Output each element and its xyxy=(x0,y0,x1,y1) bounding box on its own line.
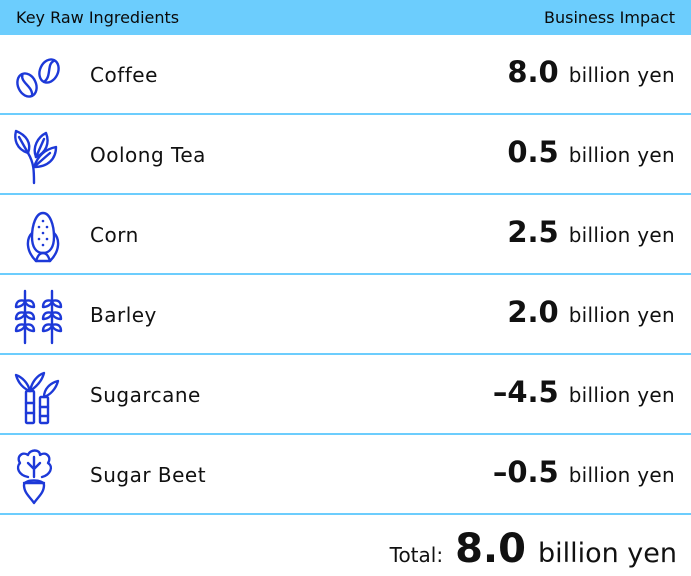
ingredient-name: Sugar Beet xyxy=(90,463,207,487)
table-row-sugar-beet: Sugar Beet –0.5 billion yen xyxy=(0,435,691,515)
table-row-corn: Corn 2.5 billion yen xyxy=(0,195,691,275)
ingredient-name: Oolong Tea xyxy=(90,143,206,167)
impact-value-group: 0.5 billion yen xyxy=(507,135,675,169)
impact-value-group: –0.5 billion yen xyxy=(493,455,675,489)
impact-value: 2.0 xyxy=(507,295,559,329)
table-row-sugarcane: Sugarcane –4.5 billion yen xyxy=(0,355,691,435)
barley-icon xyxy=(10,287,68,345)
tea-leaves-icon xyxy=(10,127,68,185)
impact-value-group: 2.0 billion yen xyxy=(507,295,675,329)
impact-value: –4.5 xyxy=(492,375,559,409)
total-label: Total: xyxy=(389,543,444,567)
header-ingredients-label: Key Raw Ingredients xyxy=(16,8,180,27)
impact-value: 0.5 xyxy=(507,135,559,169)
impact-unit: billion yen xyxy=(568,383,675,407)
sugar-beet-icon xyxy=(10,447,68,505)
table-row-oolong-tea: Oolong Tea 0.5 billion yen xyxy=(0,115,691,195)
header-impact-label: Business Impact xyxy=(544,8,675,27)
ingredient-name: Sugarcane xyxy=(90,383,201,407)
ingredient-name: Barley xyxy=(90,303,157,327)
table-row-coffee: Coffee 8.0 billion yen xyxy=(0,35,691,115)
total-value: 8.0 xyxy=(455,526,526,572)
corn-icon xyxy=(10,207,68,265)
impact-value: –0.5 xyxy=(492,455,559,489)
ingredient-name: Corn xyxy=(90,223,139,247)
table-header: Key Raw Ingredients Business Impact xyxy=(0,0,691,35)
coffee-beans-icon xyxy=(10,47,68,105)
impact-value-group: 8.0 billion yen xyxy=(507,55,675,89)
impact-unit: billion yen xyxy=(568,303,675,327)
sugarcane-icon xyxy=(10,367,68,425)
table-row-barley: Barley 2.0 billion yen xyxy=(0,275,691,355)
total-unit: billion yen xyxy=(537,538,677,569)
total-row: Total: 8.0 billion yen xyxy=(390,526,677,572)
impact-unit: billion yen xyxy=(568,463,675,487)
impact-value: 8.0 xyxy=(507,55,559,89)
ingredient-name: Coffee xyxy=(90,63,158,87)
impact-value-group: 2.5 billion yen xyxy=(507,215,675,249)
impact-unit: billion yen xyxy=(568,143,675,167)
impact-unit: billion yen xyxy=(568,63,675,87)
impact-value-group: –4.5 billion yen xyxy=(493,375,675,409)
impact-unit: billion yen xyxy=(568,223,675,247)
impact-value: 2.5 xyxy=(507,215,559,249)
